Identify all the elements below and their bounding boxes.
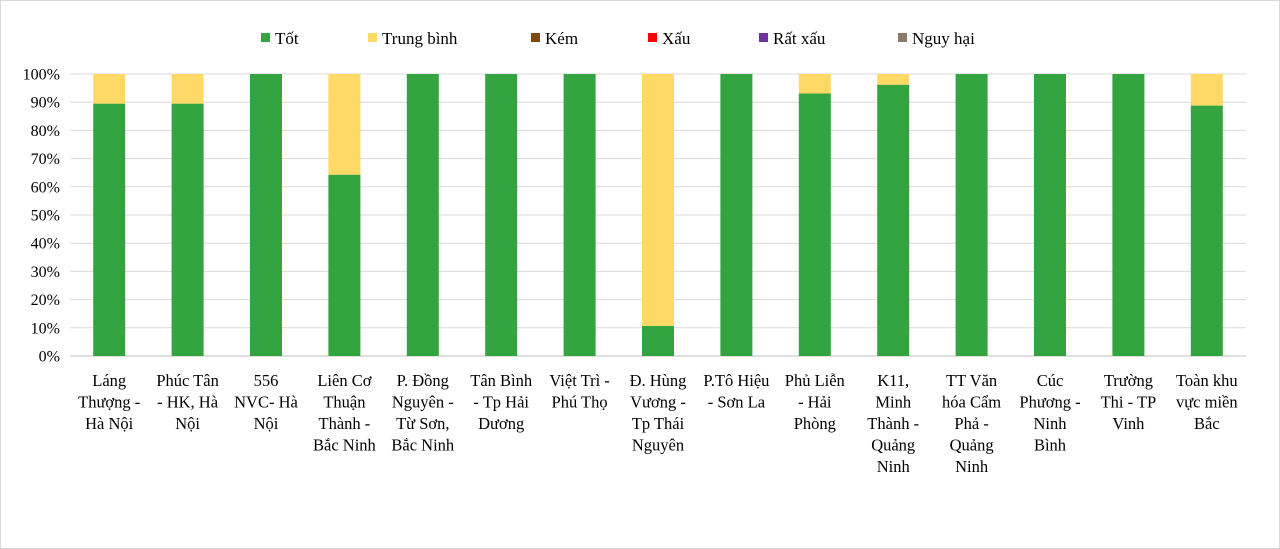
legend-swatch <box>648 33 657 42</box>
bar-segment <box>406 74 439 356</box>
legend-label: Nguy hại <box>912 29 975 48</box>
x-category-label: P. Đồng Nguyên -Từ Sơn, Bắc Ninh <box>391 371 455 455</box>
bar-segment <box>877 74 910 85</box>
x-category-label: Việt Trì -Phú Thọ <box>549 371 609 412</box>
y-tick-label: 0% <box>39 349 60 366</box>
legend-label: Trung bình <box>382 29 458 48</box>
x-category-label: Láng Thượng -Hà Nội <box>78 371 140 433</box>
bar-segment <box>1034 74 1066 356</box>
bars <box>93 74 1223 356</box>
y-tick-label: 60% <box>31 179 60 196</box>
bar-segment <box>1190 74 1223 106</box>
bar-segment <box>328 74 361 175</box>
legend: Tốt Trung bình Kém Xấu Rất xấu Nguy hại <box>261 29 975 48</box>
bar-segment <box>328 174 361 356</box>
bar-segment <box>250 74 282 356</box>
x-category-label: Liên Cơ Thuận Thành -Bắc Ninh <box>313 371 377 455</box>
x-axis-labels: Láng Thượng -Hà Nội Phúc Tân - HK, Hà Nội 556… <box>78 371 1237 476</box>
bar-segment <box>93 103 126 356</box>
y-tick-label: 30% <box>31 264 60 281</box>
y-tick-label: 40% <box>31 236 60 253</box>
legend-swatch <box>368 33 377 42</box>
x-category-label: Toàn khu vực miền Bắc <box>1176 371 1238 433</box>
y-axis-ticks: 0% 10% 20% 30% 40% 50% 60% 70% 80% 90% 100% <box>23 67 60 366</box>
x-category-label: Trường Thi - TP Vinh <box>1101 371 1157 433</box>
bar-segment <box>642 325 674 356</box>
x-category-label: K11, Minh Thành -Quảng Ninh <box>867 371 919 476</box>
bar-segment <box>955 74 988 356</box>
legend-swatch <box>898 33 907 42</box>
y-tick-label: 20% <box>31 292 60 309</box>
y-tick-label: 50% <box>31 208 60 225</box>
legend-swatch <box>531 33 540 42</box>
y-tick-label: 70% <box>31 151 60 168</box>
bar-segment <box>171 103 204 356</box>
y-tick-label: 10% <box>31 320 60 337</box>
bar-segment <box>798 74 831 94</box>
bar-segment <box>877 84 910 356</box>
legend-label: Tốt <box>275 29 299 48</box>
legend-label: Xấu <box>662 29 691 48</box>
legend-label: Kém <box>545 29 578 48</box>
x-category-label: Đ. Hùng Vương -Tp Thái Nguyên <box>630 371 687 455</box>
x-category-label: P.Tô Hiệu - Sơn La <box>703 371 769 412</box>
y-tick-label: 90% <box>31 95 60 112</box>
y-tick-label: 80% <box>31 123 60 140</box>
x-category-label: TT Văn hóa Cẩm Phả -Quảng Ninh <box>942 371 1001 476</box>
bar-segment <box>1112 74 1145 356</box>
y-tick-label: 100% <box>23 67 60 84</box>
legend-label: Rất xấu <box>773 29 826 48</box>
x-category-label: Cúc Phương -Ninh Bình <box>1019 371 1080 455</box>
bar-segment <box>563 74 596 356</box>
bar-segment <box>798 93 831 356</box>
bar-segment <box>1190 105 1223 356</box>
x-category-label: Phúc Tân - HK, Hà Nội <box>156 371 218 433</box>
legend-swatch <box>261 33 270 42</box>
x-category-label: 556 NVC- Hà Nội <box>234 371 298 433</box>
x-category-label: Tân Bình - Tp Hải Dương <box>470 371 533 433</box>
bar-segment <box>171 74 204 104</box>
bar-segment <box>485 74 518 356</box>
bar-segment <box>93 74 126 104</box>
bar-segment <box>642 74 674 326</box>
x-category-label: Phủ Liễn - Hải Phòng <box>785 371 845 433</box>
bar-segment <box>720 74 753 356</box>
legend-swatch <box>759 33 768 42</box>
